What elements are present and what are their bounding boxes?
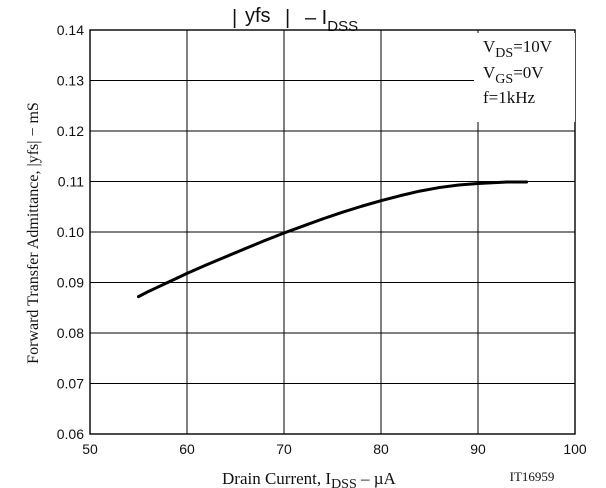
y-tick-label: 0.06 — [57, 426, 84, 442]
data-point — [399, 194, 402, 198]
data-point — [146, 290, 150, 293]
data-point — [321, 217, 325, 221]
x-axis-label: Drain Current, IDSS – µA — [222, 469, 397, 488]
title-dash: – I — [305, 7, 327, 29]
y-tick-label: 0.11 — [58, 174, 84, 190]
y-tick-label: 0.13 — [57, 73, 84, 89]
title-yfs: yfs — [245, 5, 271, 27]
data-point — [302, 224, 305, 228]
y-tick-label: 0.10 — [57, 224, 84, 240]
y-tick-label: 0.14 — [57, 22, 84, 38]
x-tick-label: 100 — [563, 441, 587, 457]
plot-frame — [89, 29, 576, 435]
title-abs-left-bar: | — [232, 7, 237, 29]
condition-vgs: VGS=0V — [483, 63, 544, 87]
data-point — [379, 199, 383, 203]
data-point — [243, 247, 247, 251]
data-point — [505, 180, 509, 184]
data-point — [457, 183, 460, 187]
y-tick-label: 0.07 — [57, 376, 84, 392]
x-tick-label: 70 — [276, 441, 292, 457]
data-point — [340, 210, 344, 214]
x-tick-label: 50 — [82, 441, 98, 457]
data-point — [437, 186, 441, 189]
data-point — [496, 181, 499, 184]
condition-frequency: f=1kHz — [483, 88, 536, 107]
conditions-box: VDS=10V VGS=0V f=1kHz — [474, 33, 575, 122]
figure-id: IT16959 — [510, 469, 555, 484]
x-tick-label: 90 — [470, 441, 486, 457]
y-tick-label: 0.12 — [57, 123, 84, 139]
data-point — [185, 272, 189, 275]
y-tick-label: 0.09 — [57, 275, 84, 291]
data-point — [476, 182, 480, 185]
y-axis-label: Forward Transfer Admittance, |yfs| − mS — [25, 102, 42, 364]
series-line — [137, 180, 528, 299]
data-point — [137, 295, 140, 299]
conditions-box-bg — [474, 33, 575, 122]
data-point — [525, 180, 528, 184]
data-point — [224, 255, 228, 259]
data-point — [205, 263, 208, 267]
title-abs-right-bar: | — [285, 7, 290, 29]
svg-text:– IDSS: – IDSS — [305, 7, 358, 35]
title-sub-dss: DSS — [327, 18, 358, 35]
y-tick-label: 0.08 — [57, 325, 84, 341]
chart-title: | yfs | – IDSS — [232, 5, 358, 35]
data-point — [515, 180, 519, 184]
tick-labels: 50 60 70 80 90 100 0.06 0.07 0.08 0.09 0.10 0.11 0.1… — [57, 22, 587, 457]
condition-vds: VDS=10V — [483, 37, 553, 61]
series — [137, 180, 528, 299]
data-point — [263, 239, 266, 242]
data-point — [418, 189, 422, 193]
data-point — [360, 204, 363, 208]
data-point — [166, 281, 170, 284]
x-tick-label: 60 — [179, 441, 195, 457]
data-point — [156, 285, 160, 289]
x-tick-label: 80 — [373, 441, 389, 457]
data-point — [282, 231, 286, 235]
data-point — [175, 276, 179, 280]
